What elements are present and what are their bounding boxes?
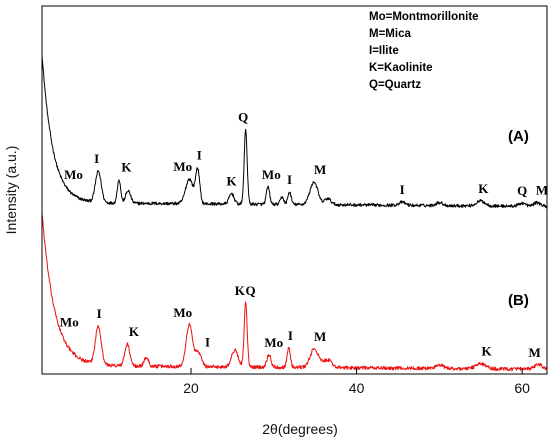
peak-label-b: I: [205, 334, 210, 349]
peak-label-b: Q: [246, 283, 256, 298]
legend-entry-montmorillonite: Mo=Montmorillonite: [369, 11, 479, 23]
peak-label-a: Q: [517, 183, 527, 198]
x-tick-label-20: 20: [183, 380, 199, 396]
legend-entry-kaolinite: K=Kaolinite: [369, 62, 433, 74]
peak-label-a: I: [94, 151, 99, 166]
panel-label-b: (B): [508, 292, 529, 309]
peak-label-b: I: [97, 306, 102, 321]
peak-label-a: M: [314, 162, 326, 177]
y-axis-label: Intensity (a.u.): [3, 146, 19, 235]
peak-label-b: Mo: [60, 315, 79, 330]
peak-label-b: M: [528, 345, 540, 360]
plot-data-layer: [41, 55, 548, 372]
legend-entry-illite: I=Ilite: [369, 45, 399, 57]
peak-label-b: K: [235, 283, 246, 298]
legend-entry-mica: M=Mica: [369, 28, 411, 40]
x-axis-ticks: 20 40 60: [183, 368, 530, 396]
series-line-b: [41, 212, 548, 372]
peak-label-a: Q: [238, 110, 248, 125]
peak-label-b: M: [314, 329, 326, 344]
peak-label-a: I: [287, 172, 292, 187]
x-axis-label: 2θ(degrees): [262, 421, 338, 437]
legend-entry-quartz: Q=Quartz: [369, 79, 421, 91]
peak-label-b: K: [129, 324, 140, 339]
plot-frame: [41, 5, 548, 375]
peak-label-a: K: [227, 173, 238, 188]
peak-label-a: K: [478, 181, 489, 196]
x-tick-label-40: 40: [349, 380, 365, 396]
series-line-a: [41, 55, 548, 209]
peak-label-a: I: [400, 182, 405, 197]
peak-label-a: Mo: [173, 159, 192, 174]
peak-label-a: Mo: [262, 167, 281, 182]
peak-label-a: K: [121, 159, 132, 174]
panel-label-a: (A): [508, 128, 529, 145]
peak-label-b: I: [288, 328, 293, 343]
peak-label-b: Mo: [173, 305, 192, 320]
peak-label-a: I: [197, 148, 202, 163]
x-tick-label-60: 60: [514, 380, 530, 396]
peak-label-a: M: [536, 183, 548, 198]
peak-label-b: K: [482, 344, 493, 359]
peak-label-b: Mo: [264, 335, 283, 350]
legend: Mo=Montmorillonite M=Mica I=Ilite K=Kaol…: [369, 11, 479, 91]
peak-label-a: Mo: [64, 167, 83, 182]
